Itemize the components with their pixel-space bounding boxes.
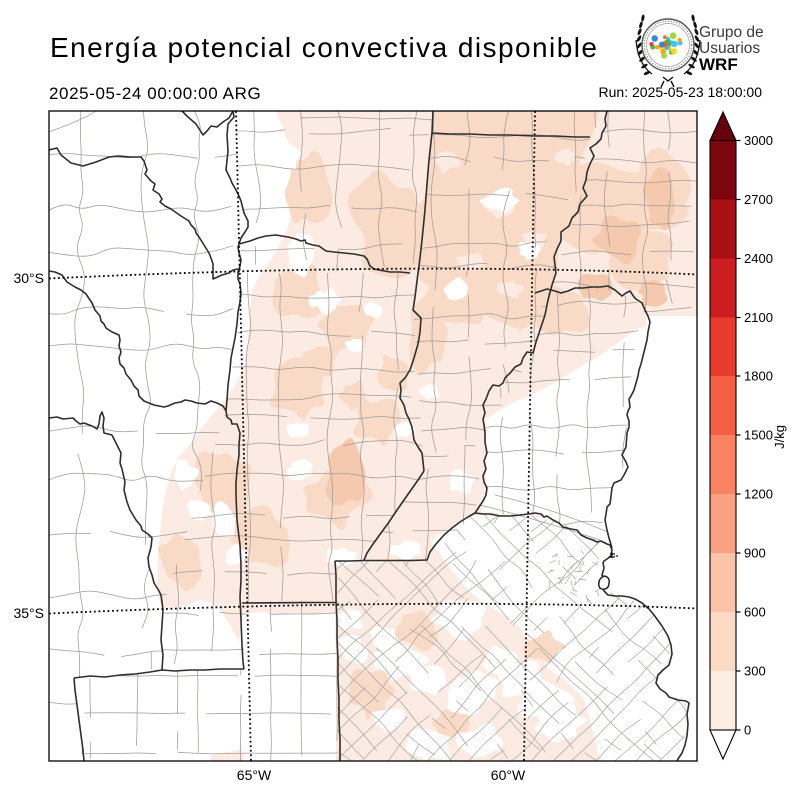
svg-text:2100: 2100 xyxy=(744,310,773,325)
svg-text:300: 300 xyxy=(744,664,766,679)
svg-text:Run: 2025-05-23 18:00:00: Run: 2025-05-23 18:00:00 xyxy=(599,84,763,100)
svg-text:900: 900 xyxy=(744,546,766,561)
svg-text:WRF: WRF xyxy=(699,55,738,74)
svg-text:60°W: 60°W xyxy=(491,767,526,783)
svg-text:35°S: 35°S xyxy=(13,605,44,621)
svg-text:Grupo de: Grupo de xyxy=(699,24,764,41)
svg-text:Usuarios: Usuarios xyxy=(699,40,760,57)
svg-text:J/kg: J/kg xyxy=(772,425,787,449)
svg-text:2400: 2400 xyxy=(744,251,773,266)
svg-text:3000: 3000 xyxy=(744,133,773,148)
svg-text:1200: 1200 xyxy=(744,487,773,502)
svg-text:0: 0 xyxy=(744,723,751,738)
svg-text:1500: 1500 xyxy=(744,428,773,443)
svg-text:65°W: 65°W xyxy=(237,767,272,783)
svg-text:Energía potencial convectiva d: Energía potencial convectiva disponible xyxy=(50,32,598,63)
svg-text:2025-05-24 00:00:00 ARG: 2025-05-24 00:00:00 ARG xyxy=(49,84,261,103)
svg-text:2700: 2700 xyxy=(744,192,773,207)
svg-text:30°S: 30°S xyxy=(13,270,44,286)
svg-text:600: 600 xyxy=(744,605,766,620)
svg-text:1800: 1800 xyxy=(744,369,773,384)
